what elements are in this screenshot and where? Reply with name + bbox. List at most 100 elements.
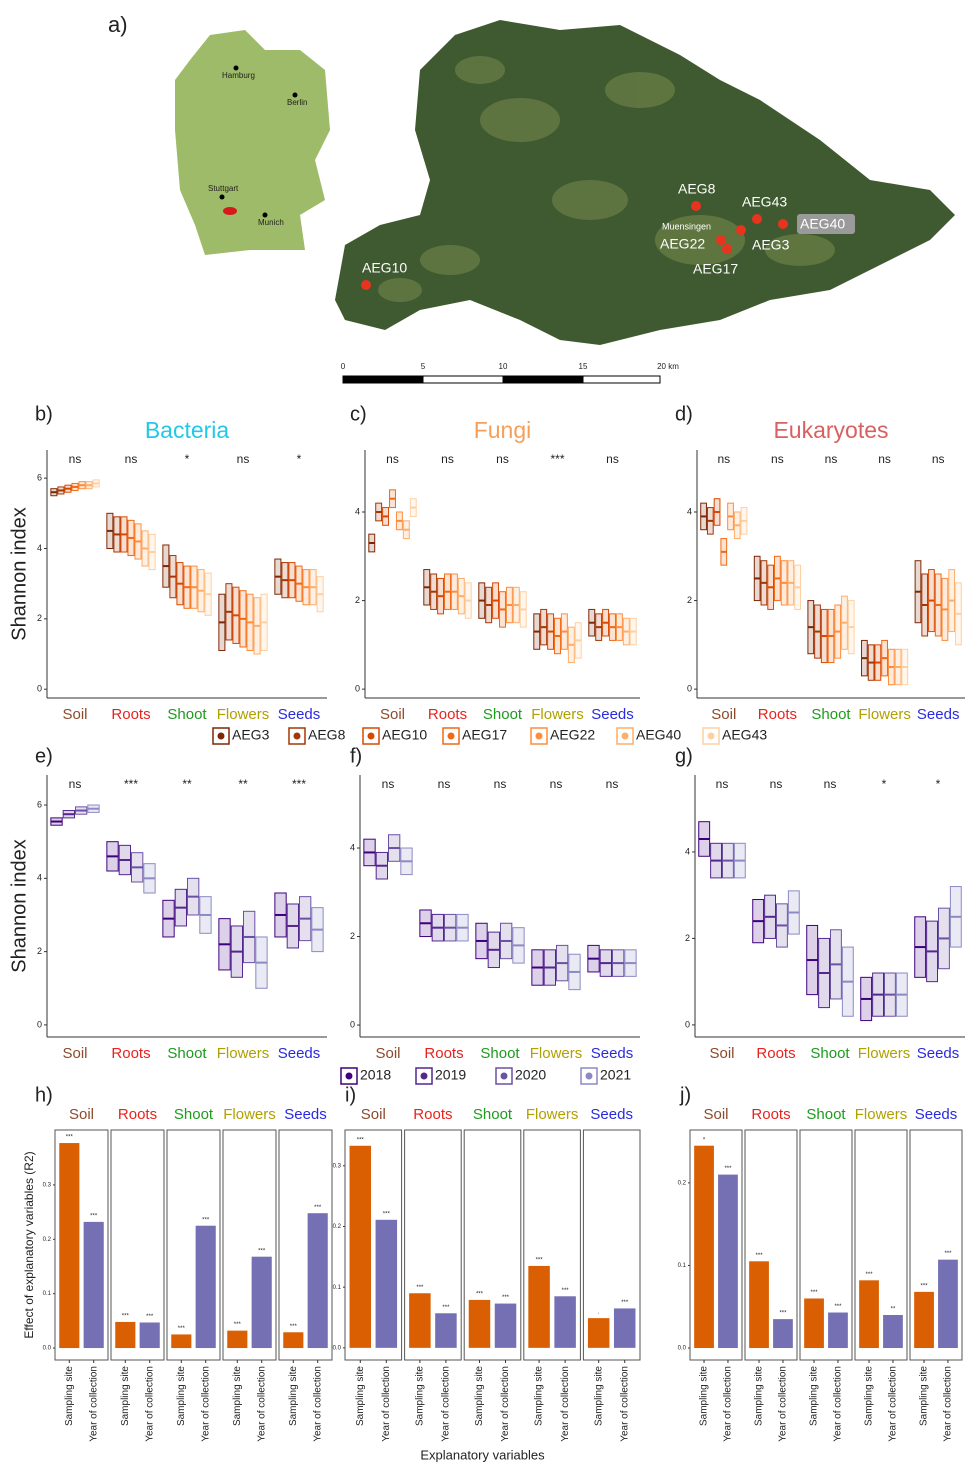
y-tick-label: 0.3 [43, 1182, 52, 1188]
panel-label: c) [350, 403, 367, 425]
region-marker [223, 207, 237, 215]
bar [283, 1332, 304, 1349]
legend-label: AEG10 [382, 727, 427, 743]
x-tick-label: Sampling site [699, 1366, 710, 1426]
significance: *** [202, 1217, 210, 1223]
site-dots [361, 201, 788, 290]
significance: * [297, 452, 302, 466]
legend-key-dot [707, 732, 715, 740]
site-labels: AEG8 AEG43 AEG40 AEG22 AEG3 AEG17 AEG10 [362, 181, 845, 277]
x-tick-label: Year of collection [500, 1366, 511, 1442]
category-label: Shoot [483, 706, 523, 723]
facet-label: Roots [118, 1106, 157, 1123]
significance: *** [146, 1314, 154, 1320]
scale-bar: 0 5 10 15 20 km [341, 362, 679, 384]
terrain-texture [378, 56, 835, 302]
significance: ns [237, 452, 250, 466]
category-label: Roots [758, 706, 797, 723]
legend-label: 2018 [360, 1067, 391, 1083]
category-label: Soil [709, 1045, 734, 1062]
town-label: Muensingen [662, 221, 711, 231]
facet-label: Soil [361, 1106, 386, 1123]
germany-outline [175, 30, 330, 255]
y-tick-label: 0 [350, 1019, 355, 1029]
scale-label: 15 [579, 362, 588, 371]
city-dot [219, 194, 225, 200]
facet-label: Seeds [915, 1106, 958, 1123]
legend-key-dot [585, 1072, 593, 1080]
x-tick-label: Year of collection [381, 1366, 392, 1442]
significance: ns [770, 777, 783, 791]
significance: *** [66, 1135, 74, 1141]
x-tick-label: Year of collection [723, 1366, 734, 1442]
site-label: AEG22 [660, 236, 705, 252]
significance: . [598, 1310, 600, 1316]
facet-label: Roots [751, 1106, 790, 1123]
significance: ** [182, 777, 192, 791]
scale-label: 10 [499, 362, 508, 371]
category-label: Roots [424, 1045, 463, 1062]
label-box [797, 214, 855, 234]
facet-label: Soil [69, 1106, 94, 1123]
legend-label: AEG43 [722, 727, 767, 743]
site-label: AEG40 [800, 216, 845, 232]
category-label: Soil [711, 706, 736, 723]
significance: ns [824, 777, 837, 791]
legend-key [340, 1067, 358, 1085]
x-tick-label: Sampling site [864, 1366, 875, 1426]
category-label: Flowers [858, 706, 911, 723]
y-tick-label: 0.1 [678, 1263, 687, 1269]
facet-frame [463, 1129, 522, 1361]
facet-frame [909, 1129, 963, 1361]
significance: *** [866, 1272, 874, 1278]
scale-label: 5 [421, 362, 426, 371]
category-label: Shoot [810, 1045, 850, 1062]
y-tick-label: 2 [37, 613, 42, 623]
significance: ns [932, 452, 945, 466]
bar [828, 1312, 848, 1349]
significance: ns [771, 452, 784, 466]
panel-label: j) [679, 1084, 691, 1106]
x-tick-label: Year of collection [441, 1366, 452, 1442]
category-label: Seeds [917, 706, 960, 723]
y-tick-label: 0.2 [678, 1180, 687, 1186]
category-label: Shoot [167, 1045, 207, 1062]
legend-label: 2019 [435, 1067, 466, 1083]
facet-label: Seeds [590, 1106, 633, 1123]
y-tick-label: 4 [687, 506, 692, 516]
x-tick-label: Sampling site [593, 1366, 604, 1426]
y-tick-label: 2 [687, 595, 692, 605]
legend-key-dot [535, 732, 543, 740]
bar [883, 1314, 903, 1349]
city-label: Berlin [287, 98, 307, 107]
significance: *** [476, 1291, 484, 1297]
significance: *** [292, 777, 306, 791]
panel-label: h) [35, 1084, 53, 1106]
significance: *** [290, 1324, 298, 1330]
bar [749, 1261, 769, 1349]
facet-label: Shoot [473, 1106, 513, 1123]
facet-label: Shoot [174, 1106, 214, 1123]
facet-frame [278, 1129, 333, 1361]
x-tick-label: Year of collection [560, 1366, 571, 1442]
significance: *** [921, 1283, 929, 1289]
y-tick-label: 6 [37, 799, 42, 809]
panel-label: f) [350, 745, 362, 767]
significance: *** [621, 1300, 629, 1306]
legend-key [580, 1067, 598, 1085]
legend-key-dot [217, 732, 225, 740]
y-tick-label: 0.0 [43, 1346, 52, 1352]
facet-frame [523, 1129, 581, 1361]
legend-key-dot [621, 732, 629, 740]
facet-label: Flowers [223, 1106, 276, 1123]
y-tick-label: 6 [37, 473, 42, 483]
bar [375, 1219, 398, 1348]
significance: ns [550, 777, 563, 791]
category-label: Roots [111, 706, 150, 723]
significance: *** [442, 1305, 450, 1311]
significance: ns [386, 452, 399, 466]
facet-label: Shoot [806, 1106, 846, 1123]
site-label: AEG43 [742, 194, 787, 210]
facet-label: Seeds [284, 1106, 327, 1123]
